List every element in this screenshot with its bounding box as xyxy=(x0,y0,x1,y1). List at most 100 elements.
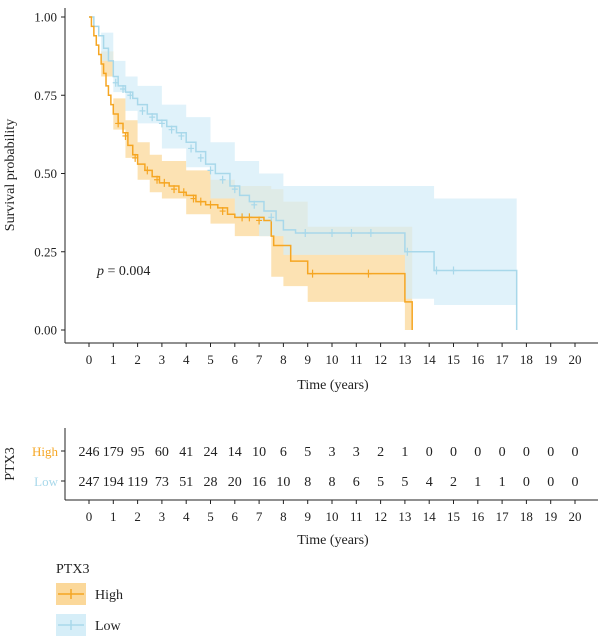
y-tick-label: 0.75 xyxy=(34,88,57,103)
risk-value-high: 0 xyxy=(450,445,457,460)
x-tick-label: 4 xyxy=(183,352,190,367)
risk-value-low: 51 xyxy=(179,475,193,490)
risk-table-label: PTX3 xyxy=(3,447,18,480)
risk-value-low: 1 xyxy=(499,475,506,490)
risk-value-high: 246 xyxy=(79,445,100,460)
y-tick-label: 0.50 xyxy=(34,166,57,181)
risk-value-low: 194 xyxy=(103,475,124,490)
risk-value-low: 0 xyxy=(547,475,554,490)
y-tick-label: 1.00 xyxy=(34,10,57,25)
risk-value-low: 247 xyxy=(79,475,100,490)
risk-x-axis-ticks: 0 1 2 3 4 5 6 7 8 9 10 11 12 13 14 15 16 17 18 19 20 xyxy=(86,500,582,524)
x-tick-label: 19 xyxy=(544,352,557,367)
x-tick-label: 9 xyxy=(304,352,311,367)
risk-x-tick-label: 8 xyxy=(280,509,287,524)
risk-value-high: 179 xyxy=(103,445,124,460)
risk-x-tick-label: 1 xyxy=(110,509,117,524)
censor-mark-low xyxy=(231,185,238,194)
censor-mark-low xyxy=(268,213,275,222)
legend-item-high: High xyxy=(56,583,123,605)
censor-mark-low xyxy=(197,153,204,162)
censor-mark-low xyxy=(329,228,335,237)
risk-x-tick-label: 14 xyxy=(423,509,437,524)
x-tick-label: 13 xyxy=(398,352,411,367)
risk-value-low: 5 xyxy=(377,475,384,490)
x-axis-ticks: 0 1 2 3 4 5 6 7 8 9 10 11 12 13 14 15 16 17 18 19 20 xyxy=(86,343,582,367)
risk-x-tick-label: 9 xyxy=(304,509,311,524)
risk-value-high: 0 xyxy=(474,445,481,460)
y-axis-title: Survival probability xyxy=(3,119,18,231)
risk-value-low: 8 xyxy=(304,475,311,490)
risk-value-high: 60 xyxy=(155,445,169,460)
risk-value-high: 5 xyxy=(304,445,311,460)
censor-mark-high xyxy=(115,119,122,128)
censor-mark-high xyxy=(144,166,151,175)
censor-mark-low xyxy=(367,228,374,237)
risk-x-tick-label: 19 xyxy=(544,509,557,524)
x-tick-label: 16 xyxy=(471,352,485,367)
censor-mark-high xyxy=(190,194,197,203)
confidence-bands xyxy=(89,17,517,330)
risk-value-high: 0 xyxy=(426,445,433,460)
censor-mark-low xyxy=(302,228,309,237)
censor-mark-high xyxy=(132,153,139,162)
risk-x-tick-label: 12 xyxy=(374,509,387,524)
censor-mark-high xyxy=(161,178,168,187)
risk-value-low: 119 xyxy=(127,475,147,490)
y-axis-ticks: 0.00 0.25 0.50 0.75 1.00 xyxy=(34,10,65,338)
x-tick-label: 3 xyxy=(159,352,166,367)
y-tick-label: 0.25 xyxy=(34,244,57,259)
risk-x-axis-title: Time (years) xyxy=(297,533,369,548)
censor-mark-high xyxy=(256,216,263,225)
censor-mark-low xyxy=(251,200,258,209)
risk-value-high: 10 xyxy=(252,445,266,460)
censor-mark-high xyxy=(171,185,178,194)
main-plot: 0.000.250.500.751.00 0 1 2 3 4 5 6 7 8 9 10 11 12 13 1… xyxy=(3,8,598,393)
risk-x-tick-label: 13 xyxy=(398,509,411,524)
risk-x-tick-label: 6 xyxy=(232,509,239,524)
censor-mark-low xyxy=(168,125,175,134)
risk-x-tick-label: 16 xyxy=(471,509,485,524)
x-tick-label: 17 xyxy=(496,352,510,367)
censor-mark-high xyxy=(246,213,253,222)
censor-mark-low xyxy=(404,247,411,256)
censor-mark-low xyxy=(178,131,185,140)
legend-title: PTX3 xyxy=(56,562,89,577)
risk-value-high: 0 xyxy=(523,445,530,460)
risk-value-low: 20 xyxy=(228,475,242,490)
risk-row-label-low: Low xyxy=(34,474,58,489)
p-value-annotation: p = 0.004 xyxy=(96,264,150,279)
censor-mark-low xyxy=(207,166,214,175)
risk-x-tick-label: 17 xyxy=(496,509,510,524)
legend: PTX3 High Low xyxy=(56,562,123,636)
risk-table: PTX3 High Low 246 179 95 60 41 24 14 10 6 5 3 3 2 1 0 0… xyxy=(3,428,598,548)
p-value-text: = 0.004 xyxy=(104,264,150,279)
censor-mark-low xyxy=(149,113,156,122)
risk-x-tick-label: 18 xyxy=(520,509,533,524)
censor-mark-low xyxy=(188,144,195,153)
censor-mark-high xyxy=(207,200,214,209)
x-tick-label: 8 xyxy=(280,352,287,367)
x-tick-label: 7 xyxy=(256,352,263,367)
risk-value-low: 28 xyxy=(204,475,218,490)
censor-mark-low xyxy=(139,106,146,115)
x-tick-label: 0 xyxy=(86,352,93,367)
risk-value-high: 1 xyxy=(401,445,408,460)
risk-value-high: 6 xyxy=(280,445,287,460)
censor-mark-low xyxy=(450,266,457,275)
risk-x-tick-label: 3 xyxy=(159,509,166,524)
risk-x-tick-label: 10 xyxy=(326,509,339,524)
risk-value-high: 0 xyxy=(572,445,579,460)
risk-value-low: 0 xyxy=(572,475,579,490)
risk-value-high: 2 xyxy=(377,445,384,460)
confidence-band-low xyxy=(89,17,517,305)
risk-value-high: 3 xyxy=(353,445,360,460)
censor-mark-low xyxy=(348,228,355,237)
x-tick-label: 15 xyxy=(447,352,460,367)
censor-mark-low xyxy=(127,91,134,100)
censor-mark-high xyxy=(122,131,129,140)
x-tick-label: 6 xyxy=(232,352,239,367)
risk-value-low: 1 xyxy=(474,475,481,490)
